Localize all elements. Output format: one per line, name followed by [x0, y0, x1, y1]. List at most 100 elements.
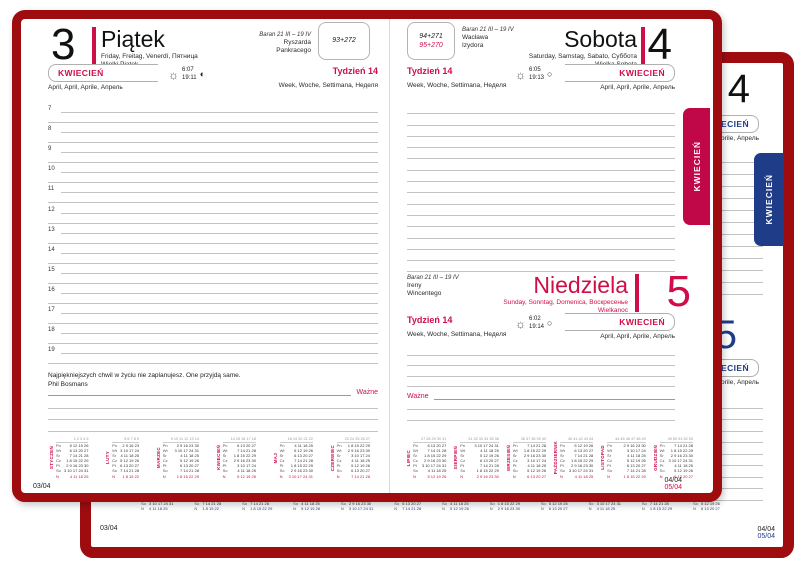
mini-calendar-row-Wt: Wt 6 13 20 27: [56, 448, 89, 454]
back-minicalendar-fragment-marzec: So 7 14 21 28 N 1 8 15 22 29: [242, 501, 273, 512]
mini-calendar-row-So: So 1 8 15 22 29: [460, 468, 499, 474]
hour-line-12: 12: [48, 203, 378, 214]
sunday-day-name: Niedziela: [533, 272, 628, 298]
saturday-day-number: 4: [647, 20, 672, 69]
mini-calendar-row-So: So 5 12 19 26: [512, 468, 547, 474]
mini-calendar-month-name: STYCZEŃ: [49, 446, 54, 470]
sunday-week-label: Tydzień 14: [407, 315, 453, 325]
friday-sunrise: 6:07: [182, 67, 194, 73]
mini-calendar-row-Pt: Pt 5 12 19 26: [336, 463, 370, 469]
mini-calendar-row-Pt: Pt 2 9 16 23 30: [56, 463, 89, 469]
ruled-line: [48, 397, 378, 409]
friday-nameday-1: Ryszarda: [283, 39, 311, 47]
mini-calendar-row-Pt: Pt 2 9 16 23 30: [559, 463, 594, 469]
sunday-ruled-lines: [407, 345, 675, 387]
sunday-week-block: Tydzień 14 Week, Woche, Settimana, Недел…: [407, 315, 506, 339]
saturday-day-counter-black: 94+271: [419, 32, 443, 40]
mini-calendar-row-Wt: Wt 6 13 20 27: [559, 448, 594, 454]
mini-calendar-styczeń: STYCZEŃ 1 2 3 4 5 Pn 5 12 19 26 Wt 6 13 20 27…: [49, 437, 89, 479]
ruled-line: [407, 377, 675, 388]
ruled-line: [407, 261, 675, 273]
mini-calendar-month-name: PAŹDZIERNIK: [552, 441, 558, 475]
ruled-line: [407, 159, 675, 172]
back-day-number-4: 4: [727, 67, 750, 111]
week-numbers-row: 27 28 29 30 31: [413, 437, 447, 443]
mini-calendar-row-Wt: Wt 4 11 18 25: [460, 448, 499, 454]
mini-calendar-row-Cz: Cz 1 8 15 22 29: [559, 458, 594, 464]
mini-calendar-month-name: MAJ: [272, 452, 278, 464]
mini-calendar-month-name: KWIECIEŃ: [215, 445, 221, 471]
mini-calendar-sierpień: SIERPIEŃ 31 32 33 34 35 36 Pn 3 10 17 24 31…: [453, 437, 499, 479]
half-hour-line: [48, 173, 378, 184]
ruled-line: [407, 137, 675, 149]
saturday-day-counter-box: 94+271 95+270: [407, 22, 455, 60]
ruled-line: [48, 420, 378, 432]
mini-calendar-month-name: LISTOPAD: [600, 445, 606, 471]
week-numbers-row: 40 41 42 43 44: [559, 437, 594, 443]
saturday-week-langs: Week, Woche, Settimana, Неделя: [407, 82, 507, 89]
back-minicalendar-fragment-kwiecień: So 4 11 18 25 N 5 12 19 26: [293, 501, 321, 512]
mini-calendar-wrzesień: WRZESIEŃ 36 37 38 39 40 Pn 7 14 21 28 Wt 1 8 …: [506, 437, 547, 479]
page-number-red: 05/04: [664, 484, 682, 491]
mini-calendar-month-name: GRUDZIEŃ: [652, 444, 658, 471]
back-month-label-top: KWIECIEŃ: [703, 119, 749, 129]
mini-calendar-row-Śr: Śr 5 12 19 26: [460, 453, 499, 459]
sunday-nameday-2: Wincentego: [407, 290, 442, 298]
half-hour-line: [48, 214, 378, 224]
sun-icon: ☼: [515, 316, 526, 331]
sunday-zodiac: Baran 21 III – 19 IV: [407, 275, 459, 281]
quote-author: Phil Bosmans: [48, 381, 88, 389]
hour-line-17: 17: [48, 304, 378, 314]
mini-calendar-row-So: So 4 11 18 25: [222, 468, 256, 474]
saturday-zodiac: Baran 21 III – 19 IV: [462, 27, 514, 33]
saturday-nameday-1: Wacława: [462, 34, 489, 42]
mini-calendar-row-Wt: Wt 1 8 15 22 29: [659, 448, 693, 454]
back-minicalendar-strip: So 3 10 17 24 31 N 4 11 18 25 So 7 14 21 28 N 1…: [141, 501, 720, 511]
mini-calendar-row-Śr: Śr 4 11 18 25: [112, 453, 140, 459]
friday-month-label: KWIECIEŃ: [58, 68, 104, 78]
page-gutter: [389, 19, 390, 493]
friday-note-lines: [48, 397, 378, 432]
mini-calendar-month-name: LUTY: [105, 451, 111, 465]
moon-phase-icon: ◐: [199, 69, 206, 80]
mini-calendar-row-Śr: Śr 6 13 20 27: [279, 453, 313, 459]
mini-calendar-row-Śr: Śr 4 11 18 25: [607, 453, 646, 459]
hour-line-10: 10: [48, 163, 378, 174]
mini-calendar-row-Pn: Pn 7 14 21 28: [659, 442, 693, 448]
mini-calendar-row-Wt: Wt 2 9 16 23 30: [336, 448, 370, 454]
friday-month-band: KWIECIEŃ: [48, 64, 158, 82]
mini-calendar-row-Pn: Pn 2 9 16 23 30: [162, 442, 199, 448]
saturday-sun-times: ☼ 6:05 19:13 ○: [515, 67, 552, 83]
week-numbers-row: 14 15 16 17 18: [222, 437, 256, 443]
mini-calendar-row-So: So 7 14 21 28: [607, 468, 646, 474]
sunday-month-label: KWIECIEŃ: [619, 317, 665, 327]
mini-calendar-row-Cz: Cz 5 12 19 26: [112, 458, 140, 464]
ruled-line: [407, 114, 675, 126]
saturday-month-langs: April, April, Aprile, Апрель: [600, 84, 675, 91]
mini-calendar-row-Pn: Pn 2 9 16 23: [112, 442, 140, 448]
mini-calendar-row-Śr: Śr 7 14 21 28: [56, 453, 89, 459]
saturday-day-langs: Saturday, Samstag, Sabato, Суббота: [528, 53, 637, 60]
mini-calendar-row-Pt: Pt 3 10 17 24: [222, 463, 256, 469]
mini-calendar-row-Cz: Cz 7 14 21 28: [279, 458, 313, 464]
mini-calendar-row-Cz: Cz 5 12 19 26: [162, 458, 199, 464]
back-minicalendar-fragment-maj: So 2 9 16 23 30 N 3 10 17 24 31: [340, 501, 374, 512]
half-hour-line: [48, 234, 378, 244]
ruled-line: [407, 345, 675, 356]
mini-calendar-row-Pt: Pt 7 14 21 28: [460, 463, 499, 469]
half-hour-line: [48, 153, 378, 164]
week-numbers-row: 5 6 7 8 9: [112, 437, 140, 443]
friday-week-label: Tydzień 14: [332, 66, 378, 76]
mini-calendar-row-Pn: Pn 5 12 19 26: [56, 442, 89, 448]
mini-calendar-row-Cz: Cz 3 10 17 24 31: [659, 458, 693, 464]
friday-day-number: 3: [51, 20, 76, 69]
ruled-line: [407, 193, 675, 205]
mini-calendar-row-Śr: Śr 7 14 21 28: [559, 453, 594, 459]
mini-calendar-row-So: So 7 14 21 28: [112, 468, 140, 474]
mini-calendar-row-So: So 3 10 17 24 31: [56, 468, 89, 474]
